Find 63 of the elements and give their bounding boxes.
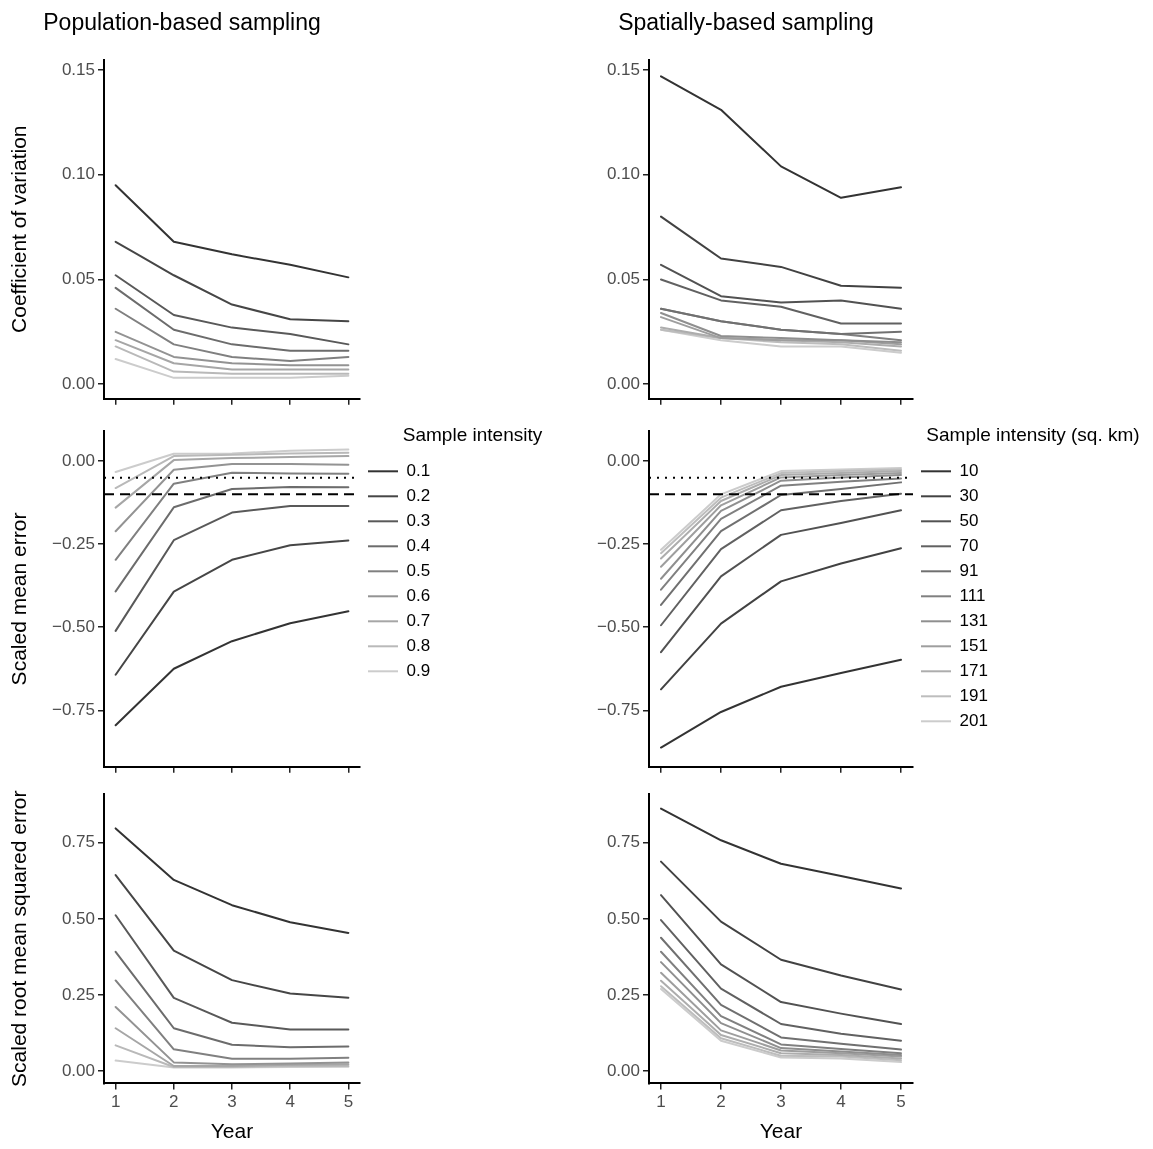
y-tick-label: 0.05 xyxy=(61,269,95,289)
y-axis-title: Scaled root mean squared error xyxy=(7,790,31,1087)
legend-label: 0.7 xyxy=(406,610,431,630)
y-tick-label: −0.25 xyxy=(51,533,95,553)
legend-label: 131 xyxy=(959,610,988,630)
y-tick-label: 0.10 xyxy=(606,164,640,184)
y-tick-label: −0.50 xyxy=(51,616,95,636)
y-tick-label: 0.25 xyxy=(606,984,640,1004)
y-axis-title: Coefficient of variation xyxy=(7,125,31,333)
x-tick-label: 4 xyxy=(836,1092,846,1112)
y-tick-label: −0.50 xyxy=(596,616,640,636)
y-tick-label: 0.00 xyxy=(606,373,640,393)
x-tick-label: 5 xyxy=(896,1092,906,1112)
legend-label: 0.1 xyxy=(406,460,431,480)
x-tick-label: 4 xyxy=(285,1092,295,1112)
y-tick-label: 0.15 xyxy=(606,59,640,79)
y-tick-label: 0.75 xyxy=(606,832,640,852)
legend-label: 91 xyxy=(959,560,979,580)
y-tick-label: 0.15 xyxy=(61,59,95,79)
y-tick-label: 0.05 xyxy=(606,269,640,289)
y-tick-label: 0.50 xyxy=(61,908,95,928)
legend-title: Sample intensity xyxy=(402,423,543,445)
y-tick-label: 0.50 xyxy=(606,908,640,928)
y-axis-title: Scaled mean error xyxy=(7,512,31,686)
legend-label: 0.6 xyxy=(406,585,431,605)
y-tick-label: 0.10 xyxy=(61,164,95,184)
y-tick-label: 0.00 xyxy=(61,450,95,470)
legend-label: 10 xyxy=(959,460,979,480)
legend-label: 171 xyxy=(959,660,988,680)
legend-label: 30 xyxy=(959,485,979,505)
chart-title: Population-based sampling xyxy=(43,9,321,36)
y-tick-label: 0.00 xyxy=(61,1060,95,1080)
legend-title: Sample intensity (sq. km) xyxy=(926,423,1140,445)
chart-title: Spatially-based sampling xyxy=(618,9,874,36)
legend-label: 0.4 xyxy=(406,535,431,555)
x-tick-label: 3 xyxy=(227,1092,237,1112)
legend-label: 50 xyxy=(959,510,979,530)
x-tick-label: 1 xyxy=(110,1092,121,1112)
y-tick-label: 0.00 xyxy=(61,373,95,393)
x-axis-title: Year xyxy=(210,1119,254,1143)
x-tick-label: 3 xyxy=(776,1092,786,1112)
x-axis-title: Year xyxy=(759,1119,803,1143)
legend-label: 201 xyxy=(959,710,988,730)
y-tick-label: 0.25 xyxy=(61,984,95,1004)
legend-label: 0.5 xyxy=(406,560,431,580)
legend-label: 0.3 xyxy=(406,510,431,530)
legend-label: 0.2 xyxy=(406,485,431,505)
y-tick-label: −0.25 xyxy=(596,533,640,553)
legend-label: 191 xyxy=(959,685,988,705)
y-tick-label: 0.00 xyxy=(606,450,640,470)
y-tick-label: −0.75 xyxy=(596,700,640,719)
legend-label: 0.8 xyxy=(406,635,431,655)
legend-label: 70 xyxy=(959,535,979,555)
x-tick-label: 2 xyxy=(169,1092,179,1112)
x-tick-label: 1 xyxy=(656,1092,666,1112)
y-tick-label: 0.75 xyxy=(61,832,95,852)
x-tick-label: 5 xyxy=(343,1092,354,1112)
legend-label: 0.9 xyxy=(406,660,431,680)
y-tick-label: −0.75 xyxy=(51,700,95,719)
legend-label: 151 xyxy=(959,635,988,655)
x-tick-label: 2 xyxy=(716,1092,726,1112)
legend-label: 111 xyxy=(959,585,986,605)
y-tick-label: 0.00 xyxy=(606,1060,640,1080)
